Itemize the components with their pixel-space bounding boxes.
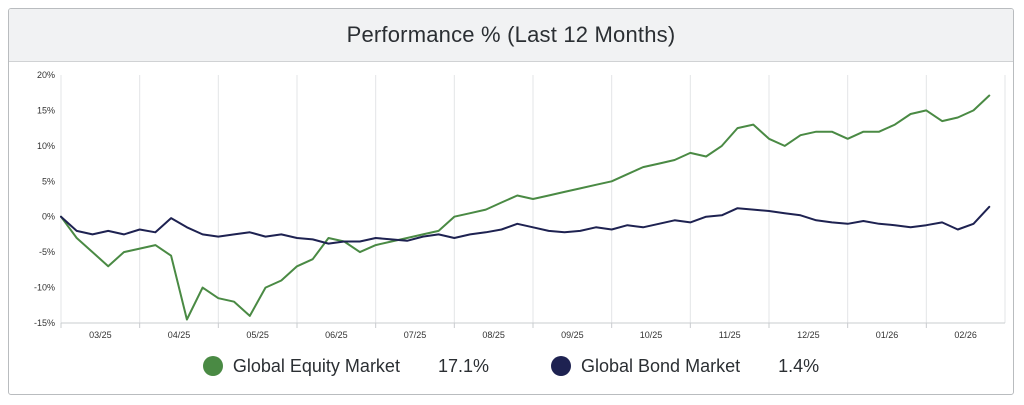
equity-series-line <box>60 94 991 321</box>
x-tick-label: 04/25 <box>168 330 191 340</box>
line-chart: 20% 15% 10% 5% 0% -5% -10% -15% 03/25 04/25 05/25 0… <box>34 70 1006 340</box>
chart-header: Performance % (Last 12 Months) <box>9 9 1013 62</box>
x-tick-label: 12/25 <box>797 330 820 340</box>
chart-legend: Global Equity Market 17.1% Global Bond M… <box>9 351 1013 381</box>
bond-dot-icon <box>551 356 571 376</box>
x-tick-label: 09/25 <box>561 330 584 340</box>
x-tick-label: 10/25 <box>640 330 663 340</box>
x-tick-label: 03/25 <box>89 330 112 340</box>
x-tick-label: 08/25 <box>482 330 505 340</box>
y-tick-label: -15% <box>34 318 55 328</box>
legend-label-equity: Global Equity Market <box>232 355 400 376</box>
equity-dot-icon <box>202 356 223 376</box>
y-tick-label: -10% <box>34 283 55 293</box>
x-tick-label: 06/25 <box>325 330 348 340</box>
chart-title: Performance % (Last 12 Months) <box>346 22 676 47</box>
x-tick-label: 05/25 <box>246 330 269 340</box>
bond-series-line <box>60 205 991 245</box>
legend-value-bond: 1.4% <box>778 355 820 376</box>
x-tick-label: 02/26 <box>954 330 977 340</box>
legend-item-bond: Global Bond Market 1.4% <box>551 356 819 377</box>
y-tick-label: 10% <box>37 141 55 151</box>
y-tick-label: 5% <box>42 176 55 186</box>
legend-item-equity: Global Equity Market 17.1% <box>202 355 489 377</box>
x-tick-label: 11/25 <box>719 330 741 340</box>
legend-value-equity: 17.1% <box>437 355 489 376</box>
chart-card: Performance % (Last 12 Months) 20% 15% 10%… <box>8 8 1014 395</box>
y-tick-label: 0% <box>42 212 55 222</box>
y-tick-label: 20% <box>37 70 55 80</box>
y-tick-label: -5% <box>39 247 55 257</box>
legend-label-bond: Global Bond Market <box>581 355 741 376</box>
x-tick-label: 01/26 <box>876 330 899 340</box>
y-tick-label: 15% <box>37 105 55 115</box>
x-tick-label: 07/25 <box>404 330 427 340</box>
